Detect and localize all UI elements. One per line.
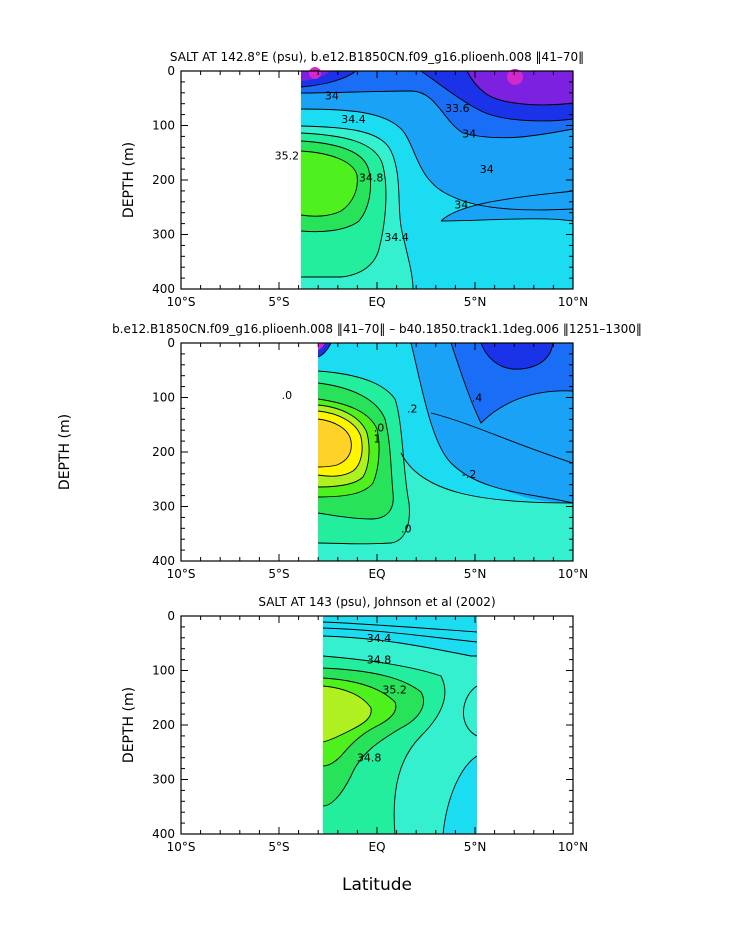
contour-label: -.2	[462, 468, 476, 481]
x-tick-label: 5°S	[268, 840, 289, 854]
contour-label: 34.8	[367, 654, 392, 667]
panel-1-band-35-3	[301, 151, 358, 217]
contour-label: .2	[407, 402, 418, 415]
x-tick-label: 10°S	[167, 567, 196, 581]
panel-3-contours	[322, 621, 478, 835]
contour-label: 34	[462, 128, 476, 141]
y-tick-label: 200	[152, 173, 175, 187]
x-tick-label: 5°N	[464, 295, 487, 309]
x-tick-label: EQ	[368, 295, 385, 309]
panel-3-title: SALT AT 143 (psu), Johnson et al (2002)	[258, 595, 495, 609]
contour-label: .0	[401, 522, 412, 535]
x-tick-label: EQ	[368, 567, 385, 581]
x-tick-label: 5°S	[268, 567, 289, 581]
x-tick-label: 10°S	[167, 840, 196, 854]
y-tick-label: 0	[167, 336, 175, 350]
x-tick-label: 5°N	[464, 840, 487, 854]
x-tick-label: 10°N	[558, 567, 588, 581]
panel-3-ylabel: DEPTH (m)	[121, 687, 137, 763]
panel-1-title: SALT AT 142.8°E (psu), b.e12.B1850CN.f09…	[170, 50, 584, 64]
contour-label: 34.8	[359, 171, 384, 184]
contour-label: 34.4	[341, 113, 366, 126]
x-tick-label: 10°N	[558, 840, 588, 854]
contour-label: 34.8	[357, 752, 382, 765]
x-tick-label: EQ	[368, 840, 385, 854]
panel-1-band-lowfresh	[441, 191, 573, 221]
x-tick-label: 5°S	[268, 295, 289, 309]
panel-1-band-fresh2	[467, 71, 573, 105]
panel-2-x-ticks: 10°S 5°S EQ 5°N 10°N	[167, 343, 588, 581]
contour-label: .0	[374, 421, 385, 434]
panel-2-band-neg2	[451, 343, 573, 423]
panel-2-contours	[317, 342, 574, 545]
panel-3: SALT AT 143 (psu), Johnson et al (2002) …	[121, 595, 588, 854]
y-tick-label: 0	[167, 64, 175, 78]
y-tick-label: 300	[152, 773, 175, 787]
panel-2-y-ticks: 0 100 200 300 400	[152, 336, 573, 568]
panel-2-band-south	[431, 413, 573, 503]
panel-2: b.e12.B1850CN.f09_g16.plioenh.008 ‖41–70…	[57, 322, 642, 581]
y-tick-label: 200	[152, 718, 175, 732]
x-tick-label: 5°N	[464, 567, 487, 581]
panel-2-contour-labels: .0.2.4.01-.2.0	[282, 389, 483, 536]
contour-label: 33.6	[445, 102, 470, 115]
panel-2-surface-west-core	[318, 343, 325, 350]
panel-1-y-ticks: 0 100 200 300 400	[152, 64, 573, 296]
x-axis-title: Latitude	[342, 875, 412, 895]
y-tick-label: 100	[152, 664, 175, 678]
panel-1-x-ticks: 10°S 5°S EQ 5°N 10°N	[167, 71, 588, 309]
contour-label: 1	[374, 432, 381, 445]
y-tick-label: 0	[167, 609, 175, 623]
y-tick-label: 400	[152, 827, 175, 841]
panel-3-x-ticks: 10°S 5°S EQ 5°N 10°N	[167, 616, 588, 854]
panel-2-band-neg3	[481, 343, 553, 370]
y-tick-label: 100	[152, 119, 175, 133]
y-tick-label: 300	[152, 228, 175, 242]
panel-3-y-ticks: 0 100 200 300 400	[152, 609, 573, 841]
panel-2-ylabel: DEPTH (m)	[57, 414, 73, 490]
panel-1: SALT AT 142.8°E (psu), b.e12.B1850CN.f09…	[121, 50, 588, 309]
panel-1-contours	[300, 70, 574, 290]
contour-label: 34	[325, 90, 339, 103]
contour-label: .0	[282, 389, 293, 402]
panel-2-title: b.e12.B1850CN.f09_g16.plioenh.008 ‖41–70…	[112, 322, 642, 336]
x-tick-label: 10°S	[167, 295, 196, 309]
y-tick-label: 400	[152, 554, 175, 568]
y-tick-label: 100	[152, 391, 175, 405]
panel-3-fill	[323, 616, 477, 834]
panel-1-fill	[301, 67, 573, 289]
contour-label: 34.4	[384, 231, 409, 244]
contour-label: 34.4	[367, 632, 392, 645]
contour-label: 34	[454, 199, 468, 212]
y-tick-label: 200	[152, 445, 175, 459]
panel-1-fresh-core	[507, 69, 523, 85]
y-tick-label: 300	[152, 500, 175, 514]
y-tick-label: 400	[152, 282, 175, 296]
x-tick-label: 10°N	[558, 295, 588, 309]
panel-1-ylabel: DEPTH (m)	[121, 142, 137, 218]
panel-2-fill	[318, 343, 573, 561]
panel-3-band-35-3	[323, 686, 372, 742]
panel-2-band-pos6	[318, 419, 352, 467]
contour-label: 35.2	[275, 149, 300, 162]
panel-3-contour-labels: 34.4 34.8 35.2 34.8	[357, 632, 407, 765]
contour-label: .4	[472, 392, 483, 405]
contour-label: 35.2	[382, 684, 407, 697]
contour-label: 34	[480, 163, 494, 176]
